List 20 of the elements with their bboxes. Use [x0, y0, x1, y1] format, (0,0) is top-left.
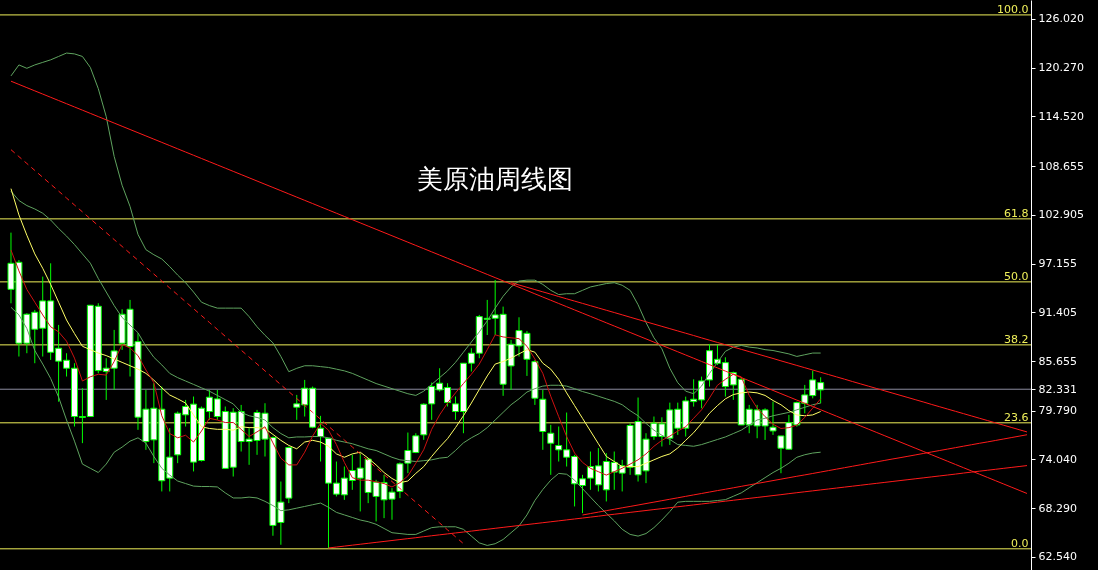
y-tick-label: 74.040	[1038, 452, 1077, 466]
y-tick-label: 85.655	[1038, 354, 1077, 368]
y-tick-label: 114.520	[1038, 109, 1084, 123]
y2-tick-label: 61.8	[1004, 207, 1029, 221]
y-tick-label: 126.020	[1038, 12, 1084, 26]
y-tick-label: 97.155	[1038, 257, 1077, 271]
y2-tick-label: 50.0	[1004, 270, 1029, 284]
y-tick-label: 108.655	[1038, 159, 1084, 173]
y2-tick-label: 0.0	[1011, 537, 1029, 551]
y-tick-label: 102.905	[1038, 208, 1084, 222]
y2-tick-label: 23.6	[1004, 411, 1029, 425]
text: 美原油周线图	[417, 164, 573, 194]
y-tick-label: 79.790	[1038, 404, 1077, 418]
y-tick-label: 91.405	[1038, 305, 1077, 319]
y2-tick-label: 100.0	[997, 3, 1029, 17]
y2-tick-label: 38.2	[1004, 333, 1029, 347]
y-tick-label: 62.540	[1038, 550, 1077, 564]
y-tick-label: 68.290	[1038, 501, 1077, 515]
y-tick-label: 120.270	[1038, 61, 1084, 75]
y-tick-label: 82.331	[1038, 382, 1077, 396]
